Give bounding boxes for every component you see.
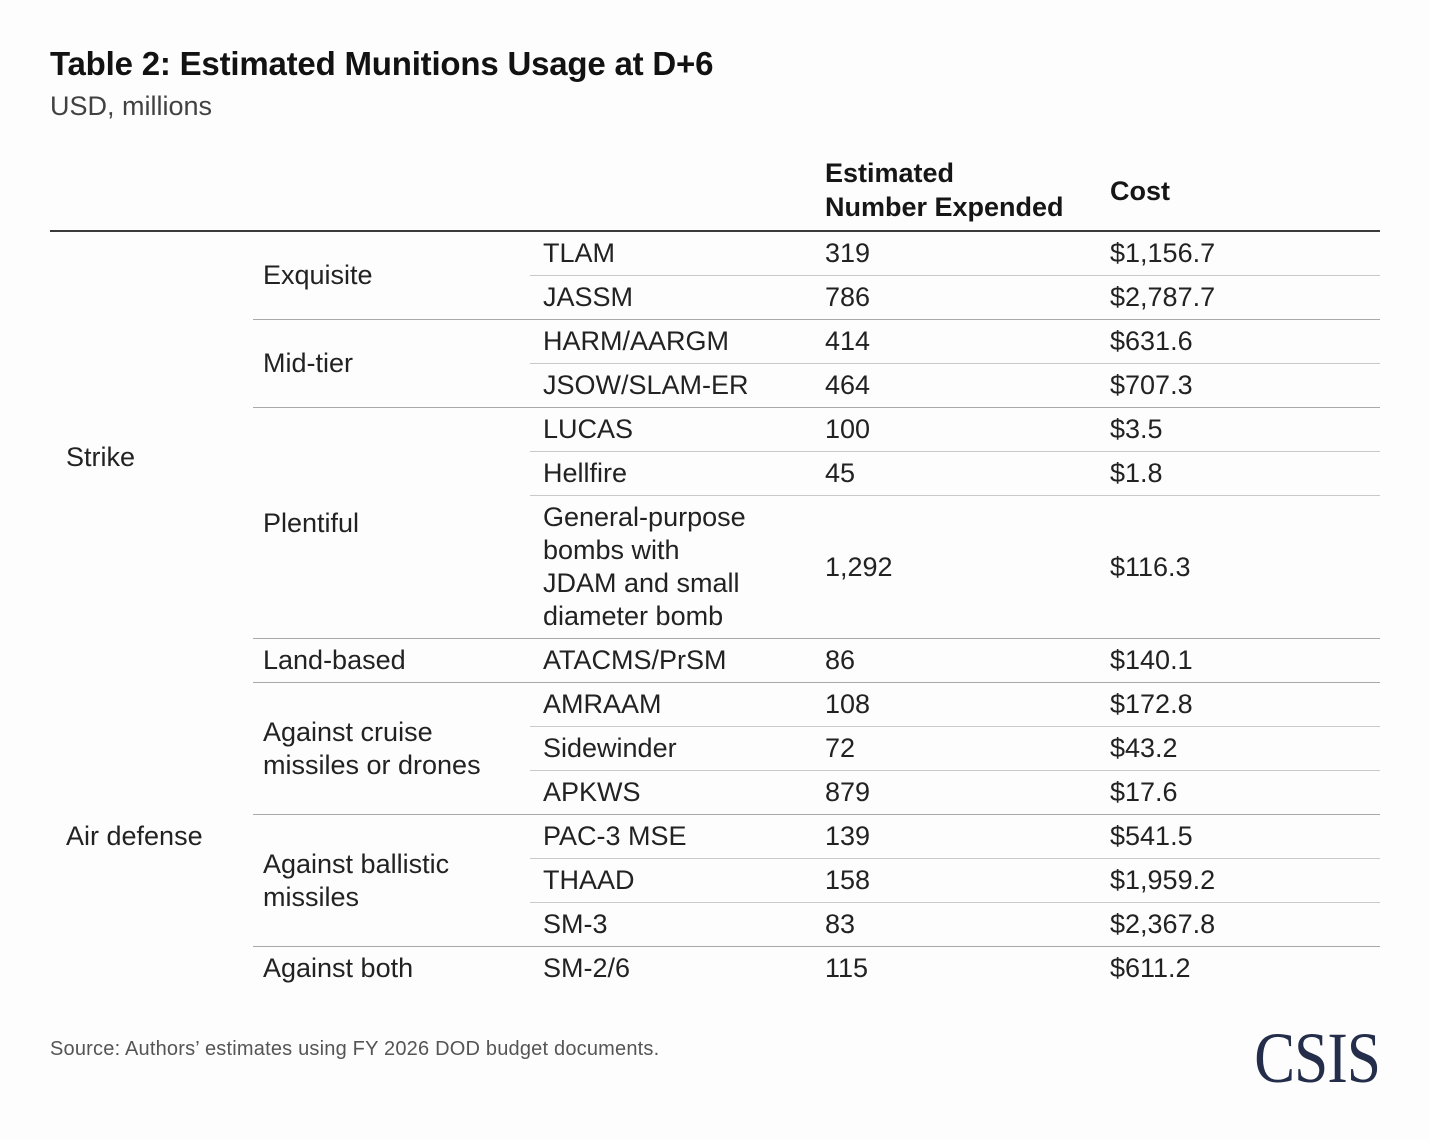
munition-cell: HARM/AARGM — [530, 319, 825, 364]
munition-cell: APKWS — [530, 770, 825, 815]
cost-cell: $611.2 — [1110, 946, 1380, 991]
table-row: APKWS 879 $17.6 — [50, 770, 1380, 815]
table-row: Plentiful LUCAS 100 $3.5 — [50, 407, 1380, 639]
cost-cell: $2,787.7 — [1110, 275, 1380, 320]
cost-cell: $3.5 — [1110, 407, 1380, 452]
expended-cell: 786 — [825, 275, 1110, 320]
munition-cell: SM-3 — [530, 902, 825, 947]
header-row: Estimated Number Expended Cost — [50, 122, 1380, 232]
table-row: JSOW/SLAM-ER 464 $707.3 — [50, 363, 1380, 408]
munition-cell: SM-2/6 — [530, 946, 825, 991]
table-row: Against both SM-2/6 115 $611.2 — [50, 946, 1380, 991]
expended-cell: 72 — [825, 726, 1110, 771]
expended-cell: 45 — [825, 451, 1110, 496]
expended-cell: 879 — [825, 770, 1110, 815]
column-header-cost: Cost — [1110, 122, 1380, 232]
munition-cell: ATACMS/PrSM — [530, 638, 825, 683]
cost-cell: $172.8 — [1110, 682, 1380, 727]
expended-cell: 319 — [825, 238, 871, 268]
expended-cell: 1,292 — [825, 495, 1110, 639]
table-row: General-purpose bombs with JDAM and smal… — [50, 495, 1380, 639]
table-subtitle: USD, millions — [50, 91, 213, 121]
munition-cell: LUCAS — [530, 407, 825, 452]
tier-cell: Against both — [253, 946, 530, 991]
tier-cell: Mid-tier — [253, 319, 530, 408]
source-note: Source: Authors’ estimates using FY 2026… — [50, 1037, 660, 1060]
expended-cell: 115 — [825, 946, 1110, 991]
cost-cell: $1.8 — [1110, 451, 1380, 496]
column-header-empty-tier — [253, 122, 530, 232]
cost-cell: $2,367.8 — [1110, 902, 1380, 947]
cost-cell: $116.3 — [1110, 495, 1380, 639]
category-cell: Air defense — [66, 821, 203, 851]
table-title: Table 2: Estimated Munitions Usage at D+… — [50, 45, 714, 82]
column-header-empty-category — [50, 122, 253, 232]
tier-cell: Plentiful — [253, 407, 530, 639]
munition-cell: AMRAAM — [530, 682, 825, 727]
column-header-empty-munition — [530, 122, 825, 232]
munition-cell: JASSM — [530, 275, 825, 320]
munition-cell: THAAD — [530, 858, 825, 903]
cost-cell: $631.6 — [1110, 319, 1380, 364]
cost-cell: $1,156.7 — [1110, 238, 1216, 268]
tier-cell: Against ballistic missiles — [253, 814, 530, 947]
cost-cell: $43.2 — [1110, 726, 1380, 771]
table-row: Land-based ATACMS/PrSM 86 $140.1 — [50, 638, 1380, 683]
table-row: Sidewinder 72 $43.2 — [50, 726, 1380, 771]
expended-cell: 86 — [825, 638, 1110, 683]
cost-cell: $541.5 — [1110, 814, 1380, 859]
expended-cell: 414 — [825, 319, 1110, 364]
table-row: Mid-tier HARM/AARGM 414 $631.6 — [50, 319, 1380, 408]
table-row: Strike Exquisite TLAM 319 $1,156.7 — [50, 231, 1380, 472]
csis-logo: CSIS — [1254, 1017, 1381, 1098]
expended-cell: 108 — [825, 682, 1110, 727]
column-header-expended: Estimated Number Expended — [825, 122, 1110, 232]
category-cell: Strike — [66, 441, 136, 472]
cost-cell: $707.3 — [1110, 363, 1380, 408]
table-row: Against ballistic missiles PAC-3 MSE 139 $5… — [50, 814, 1380, 947]
table-row: JASSM 786 $2,787.7 — [50, 275, 1380, 320]
cost-cell: $17.6 — [1110, 770, 1380, 815]
expended-cell: 139 — [825, 814, 1110, 859]
footer: Source: Authors’ estimates using FY 2026… — [50, 1017, 1381, 1098]
tier-cell: Exquisite — [263, 260, 373, 290]
expended-cell: 100 — [825, 407, 1110, 452]
munition-cell: Hellfire — [530, 451, 825, 496]
expended-cell: 83 — [825, 902, 1110, 947]
munition-cell: General-purpose bombs with JDAM and smal… — [530, 495, 825, 639]
munition-cell: Sidewinder — [530, 726, 825, 771]
table-row: THAAD 158 $1,959.2 — [50, 858, 1380, 903]
munition-cell: TLAM — [543, 238, 616, 268]
tier-cell: Against cruise missiles or drones — [253, 682, 530, 815]
munitions-table: Estimated Number Expended Cost Strike Exq… — [50, 122, 1380, 991]
table-row: SM-3 83 $2,367.8 — [50, 902, 1380, 947]
cost-cell: $140.1 — [1110, 638, 1380, 683]
expended-cell: 158 — [825, 858, 1110, 903]
munition-cell: JSOW/SLAM-ER — [530, 363, 825, 408]
table-row: Hellfire 45 $1.8 — [50, 451, 1380, 496]
munition-cell: PAC-3 MSE — [530, 814, 825, 859]
expended-cell: 464 — [825, 363, 1110, 408]
tier-cell: Land-based — [253, 638, 530, 683]
cost-cell: $1,959.2 — [1110, 858, 1380, 903]
table-row: Air defense Against cruise missiles or dr… — [50, 682, 1380, 851]
